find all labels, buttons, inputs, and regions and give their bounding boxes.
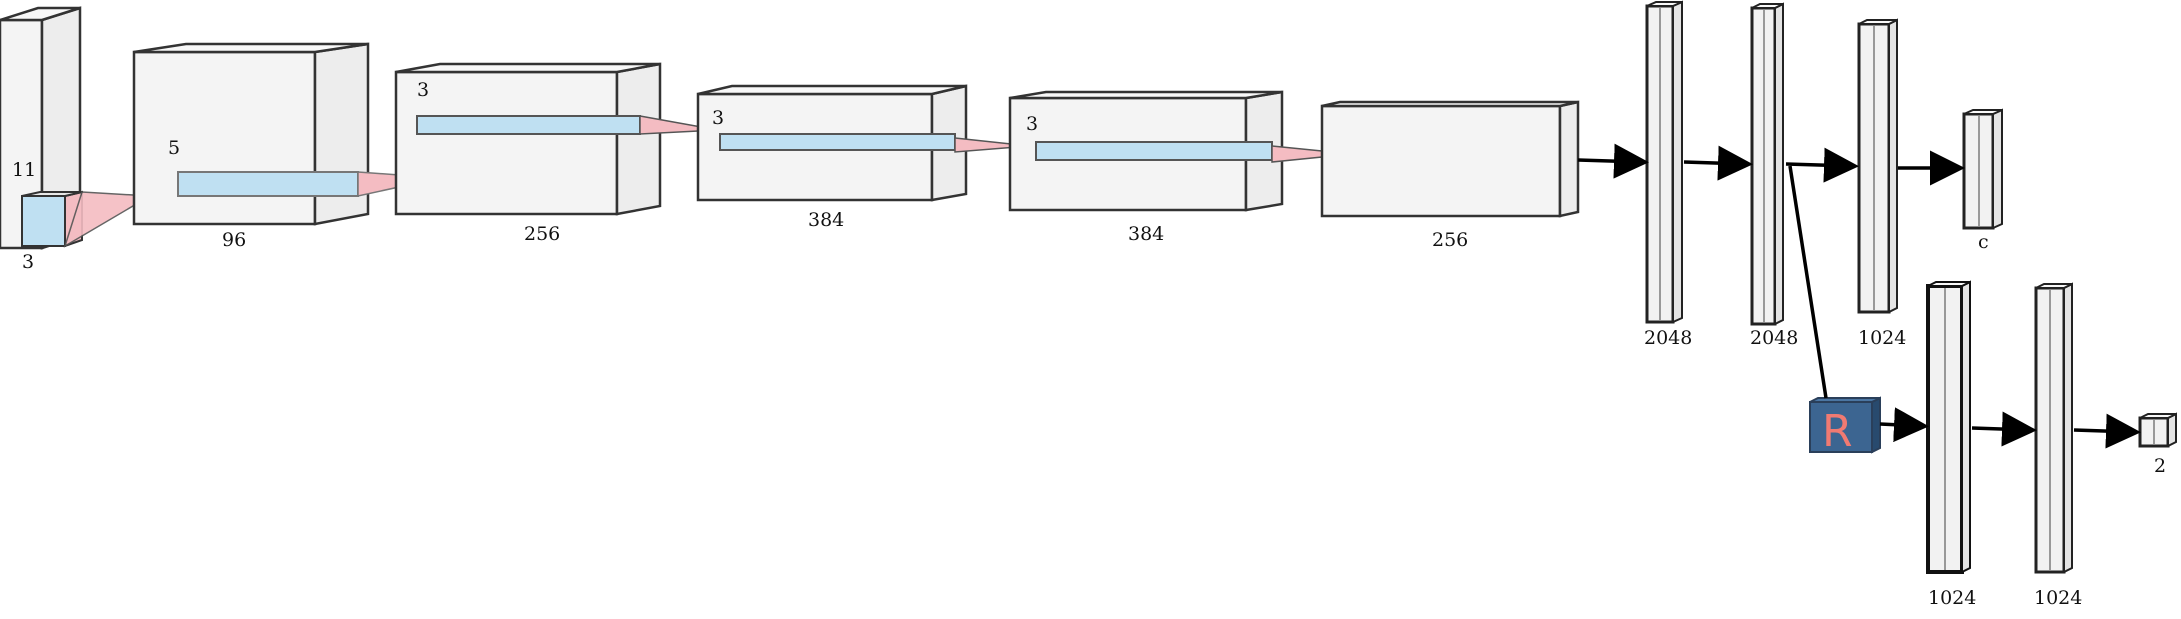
- conv2-kernel-label: 3: [417, 79, 429, 101]
- fc2-layer: 2048: [1750, 2, 1798, 349]
- out-class-layer: c: [1962, 108, 2003, 253]
- conv5-size-label: 256: [1432, 229, 1468, 251]
- fcb1-label: 1024: [1928, 587, 1976, 609]
- arrow-fcb1-fcb2: [1971, 411, 2037, 447]
- conv4-size-label: 384: [1128, 223, 1164, 245]
- fc2-label: 2048: [1750, 327, 1798, 349]
- arrow-fcb2-out: [2073, 413, 2141, 449]
- reversal-layer-cube: R: [1809, 396, 1881, 457]
- input-size-label: 3: [22, 251, 34, 273]
- arrow-fc1-fc2: [1683, 145, 1753, 181]
- fc3-layer: 1024: [1857, 18, 1906, 349]
- fc1-layer: 2048: [1644, 0, 1692, 349]
- out-class-label: c: [1978, 231, 1989, 253]
- fcb2-layer: 1024: [2034, 282, 2082, 609]
- out-branch-label: 2: [2154, 455, 2166, 477]
- conv3-size-label: 384: [808, 209, 844, 231]
- conv1-block: 5 96: [132, 42, 441, 251]
- arrow-reversal-fcb1: [1879, 407, 1929, 443]
- arrow-fc2-fc3: [1785, 147, 1859, 183]
- conv4-block: 3 384: [1008, 90, 1353, 245]
- conv5-block: 256: [1320, 100, 1580, 251]
- conv2-block: 3 256: [394, 62, 719, 245]
- fc1-label: 2048: [1644, 327, 1692, 349]
- conv1-kernel-label: 5: [168, 137, 180, 159]
- conv3-kernel-label: 3: [712, 107, 724, 129]
- conv3-block: 3 384: [696, 84, 1031, 231]
- input-block: 11 3: [0, 6, 153, 273]
- connection-arrows: [1577, 143, 2141, 449]
- link-fc2-reversal: [1788, 165, 1828, 399]
- conv2-size-label: 256: [524, 223, 560, 245]
- conv1-size-label: 96: [222, 229, 246, 251]
- input-kernel-label: 11: [12, 159, 36, 181]
- reversal-layer-glyph: R: [1822, 406, 1853, 457]
- fc3-label: 1024: [1858, 327, 1906, 349]
- fcb2-label: 1024: [2034, 587, 2082, 609]
- fcb1-layer: 1024: [1926, 280, 1976, 609]
- out-branch-layer: 2: [2138, 412, 2177, 477]
- conv4-kernel-label: 3: [1026, 113, 1038, 135]
- arrow-conv5-fc1: [1577, 143, 1649, 179]
